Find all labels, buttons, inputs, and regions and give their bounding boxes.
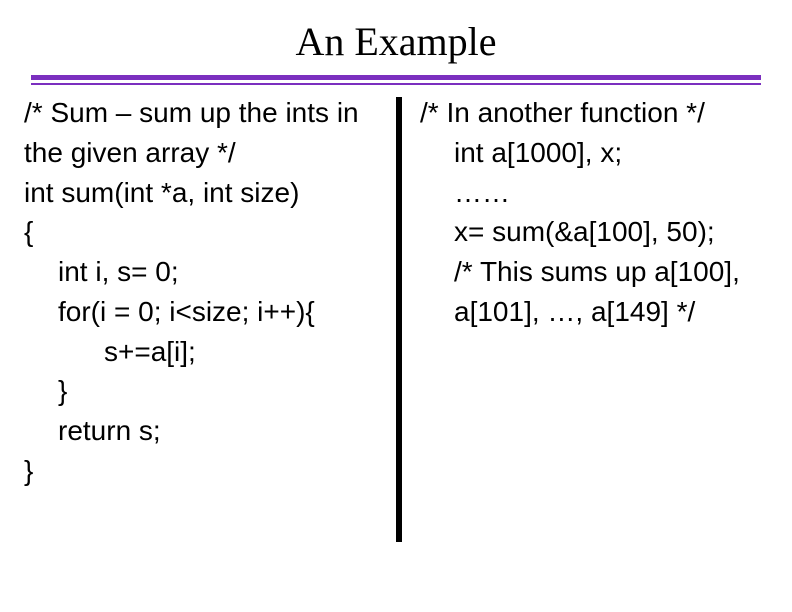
code-line: int sum(int *a, int size) <box>24 173 390 213</box>
left-column: /* Sum – sum up the ints in the given ar… <box>16 93 396 542</box>
content-columns: /* Sum – sum up the ints in the given ar… <box>16 93 776 542</box>
code-line: /* In another function */ <box>420 93 762 133</box>
code-line: for(i = 0; i<size; i++){ <box>24 292 390 332</box>
slide: An Example /* Sum – sum up the ints in t… <box>0 0 792 612</box>
code-line: int i, s= 0; <box>24 252 390 292</box>
right-column: /* In another function */ int a[1000], x… <box>402 93 762 542</box>
code-line: /* Sum – sum up the ints in the given ar… <box>24 93 390 173</box>
rule-thick <box>31 75 761 80</box>
code-line: return s; <box>24 411 390 451</box>
rule-thin <box>31 83 761 85</box>
code-line: s+=a[i]; <box>24 332 390 372</box>
code-line: { <box>24 212 390 252</box>
title-rule <box>31 75 761 85</box>
code-line: /* This sums up a[100], a[101], …, a[149… <box>420 252 762 332</box>
code-line: } <box>24 371 390 411</box>
code-line: …… <box>420 173 762 213</box>
code-line: int a[1000], x; <box>420 133 762 173</box>
slide-title: An Example <box>0 0 792 75</box>
code-line: x= sum(&a[100], 50); <box>420 212 762 252</box>
code-line: } <box>24 451 390 491</box>
